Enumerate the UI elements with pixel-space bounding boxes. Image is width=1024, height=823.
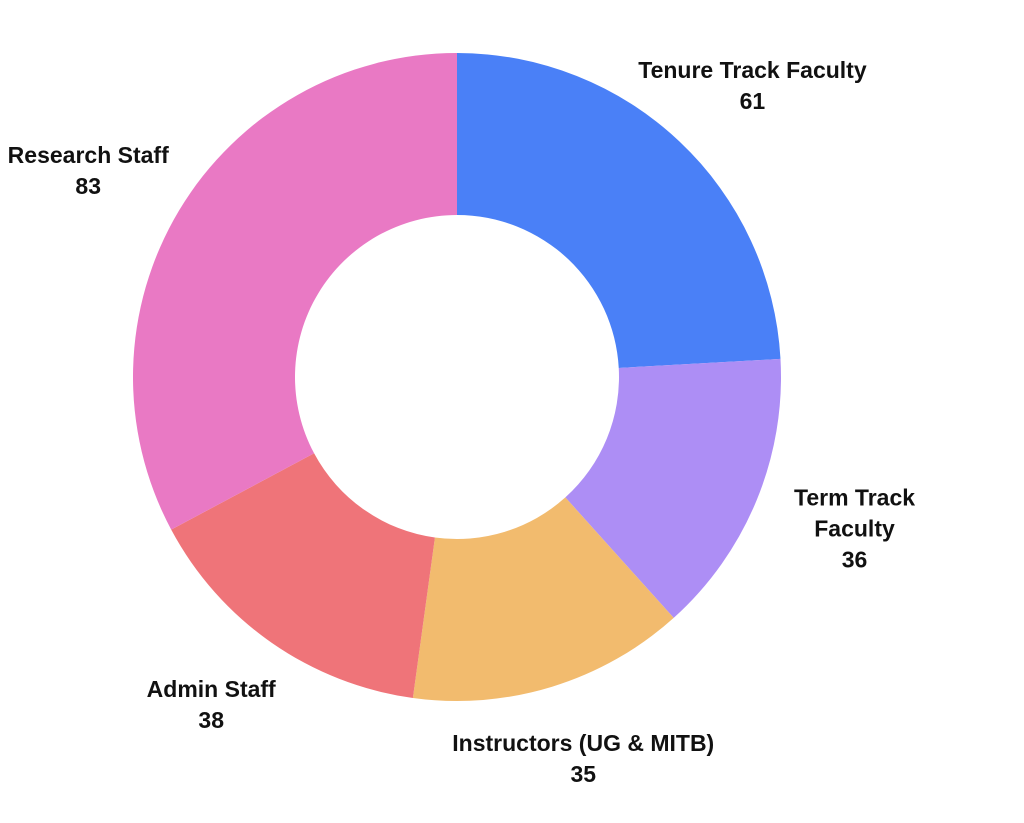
category-label: Tenure Track Faculty <box>638 57 867 84</box>
slice-label: Admin Staff 38 <box>147 674 276 736</box>
slice <box>412 497 674 701</box>
slice-label: Research Staff 83 <box>8 140 169 202</box>
category-label: Term Track Faculty <box>793 484 916 542</box>
value-label: 61 <box>739 88 766 115</box>
value-label: 35 <box>570 761 597 788</box>
slice <box>171 453 435 698</box>
category-label: Instructors (UG & MITB) <box>452 730 715 757</box>
value-label: 83 <box>75 173 102 200</box>
category-label: Research Staff <box>7 142 169 169</box>
category-label: Admin Staff <box>146 676 276 703</box>
slice-label: Term Track Faculty 36 <box>770 483 939 576</box>
slice <box>457 53 781 368</box>
slice <box>133 53 458 530</box>
slice <box>565 358 781 618</box>
slice-label: Instructors (UG & MITB) 35 <box>452 728 714 790</box>
value-label: 38 <box>198 707 224 734</box>
slice-label: Tenure Track Faculty 61 <box>638 55 866 117</box>
value-label: 36 <box>841 546 868 573</box>
